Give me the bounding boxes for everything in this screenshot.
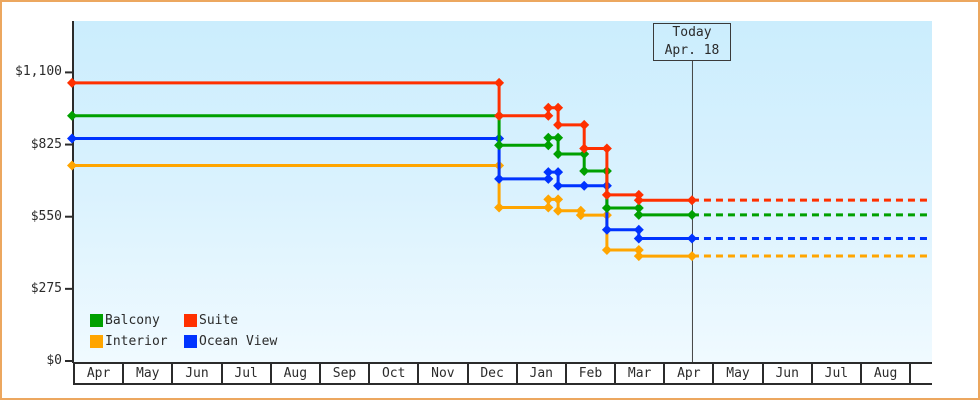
data-point-balcony xyxy=(67,110,77,121)
data-point-interior xyxy=(494,202,505,213)
legend-swatch-icon xyxy=(90,334,103,348)
data-point-interior xyxy=(67,160,77,171)
series-line-balcony xyxy=(72,114,692,217)
legend-swatch-icon xyxy=(184,334,197,348)
month-cell-may: May xyxy=(714,364,764,383)
data-point-balcony xyxy=(633,209,644,220)
today-annotation-line2: Apr. 18 xyxy=(664,43,720,58)
legend-label: Suite xyxy=(199,312,239,328)
data-point-interior xyxy=(543,194,554,205)
month-cell-mar: Mar xyxy=(616,364,666,383)
legend: Balcony Suite Interior Ocean View xyxy=(90,312,278,349)
legend-item-balcony: Balcony xyxy=(90,312,184,328)
data-point-ocean-view xyxy=(553,167,564,178)
data-point-balcony xyxy=(579,149,590,159)
month-cell-jun: Jun xyxy=(173,364,223,383)
plot-area xyxy=(74,21,932,362)
data-point-suite xyxy=(494,77,505,88)
data-point-interior xyxy=(553,205,564,216)
month-cell-feb: Feb xyxy=(567,364,617,383)
data-point-suite xyxy=(494,110,505,121)
data-point-suite xyxy=(67,77,77,88)
month-cell-empty xyxy=(911,364,932,383)
month-cell-aug: Aug xyxy=(272,364,321,383)
data-point-suite xyxy=(543,110,554,121)
legend-label: Ocean View xyxy=(199,333,278,349)
y-axis-tick-label: $550 xyxy=(30,208,62,224)
data-point-suite xyxy=(601,143,612,154)
data-point-ocean-view xyxy=(687,233,697,244)
data-point-interior xyxy=(543,202,554,213)
month-cell-jan: Jan xyxy=(518,364,567,383)
month-cell-apr: Apr xyxy=(665,364,715,383)
series-line-ocean-view xyxy=(72,137,692,240)
legend-item-ocean-view: Ocean View xyxy=(184,333,278,349)
x-axis-months: Apr May Jun Jul Aug Sep Oct Nov Dec Jan Feb Mar Apr M… xyxy=(73,362,932,385)
data-point-balcony xyxy=(601,203,612,213)
legend-item-suite: Suite xyxy=(184,312,277,328)
month-cell-apr: Apr xyxy=(75,364,125,383)
data-point-balcony xyxy=(543,132,554,143)
y-axis-tick-label: $0 xyxy=(46,353,62,368)
data-point-balcony xyxy=(553,149,564,159)
data-point-ocean-view xyxy=(633,224,644,235)
data-point-balcony xyxy=(687,209,697,220)
month-cell-nov: Nov xyxy=(419,364,469,383)
data-point-ocean-view xyxy=(601,224,612,235)
month-cell-jun: Jun xyxy=(764,364,813,383)
legend-swatch-icon xyxy=(184,313,197,327)
data-point-interior xyxy=(575,210,586,221)
data-point-interior xyxy=(601,245,612,255)
data-point-ocean-view xyxy=(553,180,564,191)
data-point-balcony xyxy=(579,166,590,176)
data-point-ocean-view xyxy=(543,167,554,178)
data-point-ocean-view xyxy=(543,173,554,184)
legend-swatch-icon xyxy=(90,313,103,327)
data-point-balcony xyxy=(494,140,505,151)
month-cell-sep: Sep xyxy=(321,364,371,383)
month-cell-jul: Jul xyxy=(223,364,272,383)
data-point-suite xyxy=(579,143,590,154)
data-point-suite xyxy=(543,102,554,113)
legend-label: Interior xyxy=(105,333,168,349)
series-line-suite xyxy=(72,81,692,202)
y-axis-tick-label: $825 xyxy=(30,136,62,152)
data-point-interior xyxy=(553,194,564,205)
today-annotation: Today Apr. 18 xyxy=(653,23,731,61)
data-point-suite xyxy=(633,189,644,200)
data-point-suite xyxy=(633,195,644,206)
data-point-ocean-view xyxy=(67,133,77,144)
y-axis-labels: $0 $275 $550 $825 $1,100 xyxy=(2,2,68,398)
data-point-suite xyxy=(553,102,564,113)
data-point-suite xyxy=(553,119,564,130)
y-axis-tick-label: $1,100 xyxy=(15,64,62,80)
today-annotation-line1: Today xyxy=(672,25,712,40)
month-cell-oct: Oct xyxy=(370,364,420,383)
legend-label: Balcony xyxy=(105,312,160,328)
month-cell-dec: Dec xyxy=(469,364,518,383)
data-point-interior xyxy=(633,251,644,262)
data-point-interior xyxy=(687,251,697,262)
data-point-ocean-view xyxy=(494,173,505,184)
data-point-interior xyxy=(633,245,644,255)
month-cell-aug: Aug xyxy=(862,364,912,383)
data-point-ocean-view xyxy=(579,180,590,191)
data-point-balcony xyxy=(633,203,644,213)
legend-item-interior: Interior xyxy=(90,333,184,349)
month-cell-jul: Jul xyxy=(813,364,862,383)
data-point-suite xyxy=(579,119,590,130)
y-axis-tick-label: $275 xyxy=(30,280,62,296)
series-line-interior xyxy=(72,164,692,258)
month-cell-may: May xyxy=(124,364,174,383)
data-point-balcony xyxy=(543,140,554,151)
data-point-ocean-view xyxy=(633,233,644,244)
data-point-balcony xyxy=(553,132,564,143)
data-point-suite xyxy=(601,189,612,200)
data-point-suite xyxy=(687,195,697,206)
